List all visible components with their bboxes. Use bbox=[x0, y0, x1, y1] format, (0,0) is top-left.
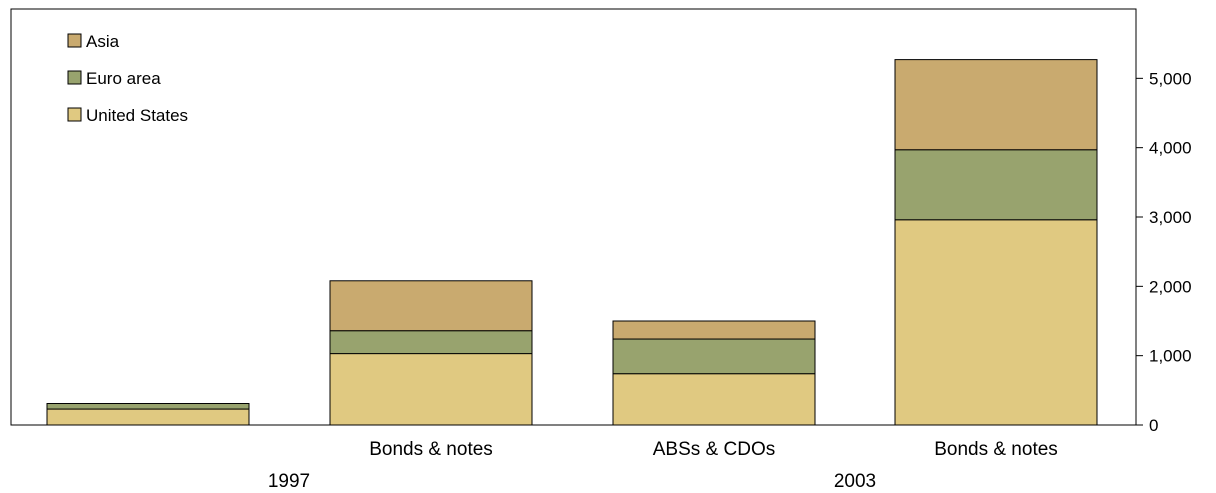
bars-layer bbox=[46, 59, 1098, 426]
y-tick-label: 3,000 bbox=[1149, 208, 1192, 227]
y-axis: 0 1,000 2,000 3,000 4,000 5,000 bbox=[1136, 69, 1192, 435]
legend-swatch bbox=[67, 33, 82, 48]
y-tick-label: 4,000 bbox=[1149, 139, 1192, 158]
y-tick-label: 0 bbox=[1149, 416, 1158, 435]
legend-label: United States bbox=[86, 106, 188, 125]
legend-swatch bbox=[67, 70, 82, 85]
x-category-label: Bonds & notes bbox=[934, 439, 1058, 460]
bar-segment-euro-area-4 bbox=[894, 149, 1098, 221]
bar-segment-united-states-4 bbox=[894, 219, 1098, 426]
bar-segment-asia-2 bbox=[329, 280, 533, 332]
x-category-label: ABSs & CDOs bbox=[653, 439, 775, 460]
y-tick-label: 5,000 bbox=[1149, 69, 1192, 88]
x-category-label: Bonds & notes bbox=[369, 439, 493, 460]
bar-segment-euro-area-2 bbox=[329, 330, 533, 355]
legend-label: Euro area bbox=[86, 69, 161, 88]
x-group-label: 2003 bbox=[834, 471, 876, 492]
bar-segment-euro-area-3 bbox=[612, 338, 816, 375]
bar-segment-asia-3 bbox=[612, 320, 816, 340]
x-axis: Bonds & notes ABSs & CDOs Bonds & notes 199… bbox=[268, 439, 1058, 492]
y-tick-label: 1,000 bbox=[1149, 347, 1192, 366]
x-group-label: 1997 bbox=[268, 471, 310, 492]
bar-segment-united-states-2 bbox=[329, 353, 533, 426]
legend: Asia Euro area United States bbox=[67, 32, 188, 125]
bar-segment-united-states-1 bbox=[46, 408, 250, 426]
y-tick-label: 2,000 bbox=[1149, 277, 1192, 296]
bar-segment-euro-area-1 bbox=[46, 403, 250, 410]
bar-segment-asia-4 bbox=[894, 59, 1098, 151]
legend-label: Asia bbox=[86, 32, 120, 51]
bar-segment-united-states-3 bbox=[612, 373, 816, 426]
legend-swatch bbox=[67, 107, 82, 122]
